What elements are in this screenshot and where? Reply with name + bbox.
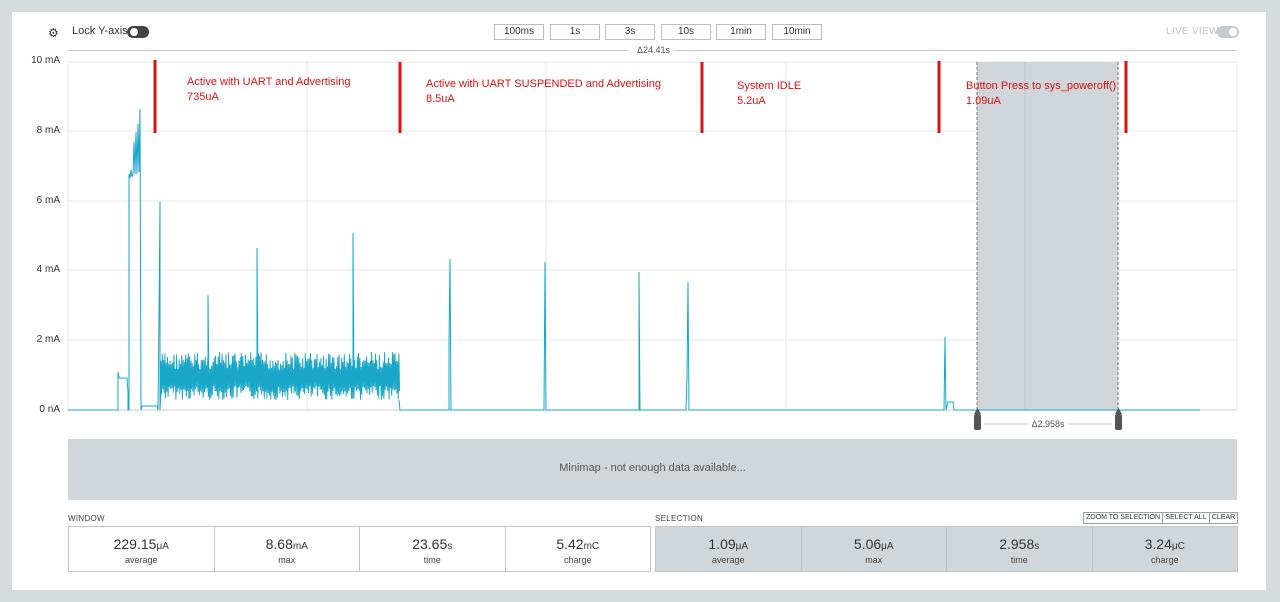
annotation-uart-suspended: Active with UART SUSPENDED and Advertisi… [426, 77, 661, 107]
window-stat-time: 23.65s time [360, 527, 506, 571]
lock-y-axis-toggle[interactable] [127, 26, 149, 38]
stat-caption: time [423, 555, 441, 565]
time-button-1min[interactable]: 1min [716, 24, 766, 40]
stat-value: 229.15 [113, 536, 157, 552]
time-button-10s[interactable]: 10s [661, 24, 711, 40]
stat-unit: μA [735, 541, 749, 552]
annotation-title: Active with UART and Advertising [187, 76, 351, 88]
annotation-value: 8.5uA [426, 93, 455, 105]
stat-caption: max [278, 555, 296, 565]
current-trace-tail [398, 258, 1200, 411]
stat-value: 5.06 [853, 536, 882, 552]
window-stat-max: 8.68mA max [215, 527, 360, 571]
stat-caption: max [865, 555, 883, 565]
y-tick-label: 4 mA [36, 264, 60, 275]
minimap[interactable]: Minimap - not enough data available... [68, 439, 1237, 500]
selection-handle-right [1115, 408, 1122, 430]
window-stats: 229.15μA average 8.68mA max 23.65s time … [68, 526, 651, 572]
selection-region [977, 62, 1118, 410]
stat-unit: μA [156, 541, 169, 552]
annotation-value: 735uA [187, 91, 219, 103]
zoom-to-selection-button[interactable]: ZOOM TO SELECTION [1083, 512, 1163, 524]
live-view-label: LIVE VIEW [1166, 26, 1219, 37]
current-trace [68, 108, 161, 411]
stat-value: 23.65 [412, 536, 448, 552]
selection-stats: 1.09μA average 5.06μA max 2.958s time 3.… [655, 526, 1238, 572]
toggle-knob [130, 28, 138, 36]
clear-button[interactable]: CLEAR [1209, 512, 1238, 524]
stat-unit: mA [292, 541, 308, 552]
annotation-value: 5.2uA [737, 95, 766, 107]
annotation-value: 1.09uA [966, 95, 1001, 107]
time-button-1s[interactable]: 1s [550, 24, 600, 40]
selection-delta: Δ2.958s [1031, 419, 1065, 429]
stat-value: 5.42 [556, 536, 584, 552]
uart-advertising-burst [159, 232, 400, 411]
stat-unit: s [447, 541, 453, 552]
minimap-message: Minimap - not enough data available... [559, 462, 746, 474]
selection-handle-left [974, 408, 981, 430]
stat-caption: charge [563, 555, 592, 565]
stat-caption: charge [1150, 555, 1179, 565]
window-label: WINDOW [68, 514, 105, 523]
selection-stat-time: 2.958s time [947, 527, 1093, 571]
time-button-100ms[interactable]: 100ms [494, 24, 544, 40]
live-view-toggle[interactable] [1217, 26, 1239, 38]
stat-value: 3.24 [1144, 536, 1172, 552]
y-tick-label: 6 mA [36, 195, 60, 206]
window-span-line-right [674, 50, 1237, 51]
stat-caption: average [124, 555, 158, 565]
annotation-title: System IDLE [737, 80, 802, 92]
annotation-poweroff: Button Press to sys_poweroff() 1.09uA [966, 79, 1116, 109]
stat-unit: μC [1171, 541, 1185, 552]
time-button-3s[interactable]: 3s [605, 24, 655, 40]
lock-y-axis-label: Lock Y-axis [72, 25, 128, 37]
selection-stat-average: 1.09μA average [656, 527, 802, 571]
stat-value: 8.68 [265, 536, 293, 552]
stat-unit: μA [881, 541, 894, 552]
time-button-10min[interactable]: 10min [772, 24, 822, 40]
selection-stat-max: 5.06μA max [802, 527, 947, 571]
window-span-line-left [68, 50, 628, 51]
chart-toolbar: ⚙ Lock Y-axis 100ms 1s 3s 10s 1min 10min… [12, 12, 1266, 52]
y-tick-label: 8 mA [36, 125, 60, 136]
selection-stat-charge: 3.24μC charge [1093, 527, 1238, 571]
gear-icon[interactable]: ⚙ [48, 26, 59, 40]
y-tick-label: 0 nA [39, 404, 60, 415]
stat-caption: average [711, 555, 745, 565]
current-chart[interactable]: Δ2.958s [12, 52, 1266, 437]
y-tick-label: 10 mA [31, 55, 60, 66]
selection-label: SELECTION [655, 514, 704, 523]
stat-unit: s [1034, 541, 1040, 552]
power-profiler-panel: ⚙ Lock Y-axis 100ms 1s 3s 10s 1min 10min… [12, 12, 1266, 590]
annotation-uart-advertising: Active with UART and Advertising 735uA [187, 75, 350, 105]
select-all-button[interactable]: SELECT ALL [1162, 512, 1210, 524]
y-tick-label: 2 mA [36, 334, 60, 345]
window-stat-average: 229.15μA average [69, 527, 215, 571]
annotation-title: Button Press to sys_poweroff() [966, 80, 1117, 92]
annotation-title: Active with UART SUSPENDED and Advertisi… [426, 78, 661, 90]
stat-value: 1.09 [708, 536, 736, 552]
stat-unit: mC [583, 541, 600, 552]
stat-caption: time [1010, 555, 1028, 565]
annotation-system-idle: System IDLE 5.2uA [737, 79, 801, 109]
stat-value: 2.958 [999, 536, 1035, 552]
window-delta: Δ24.41s [637, 45, 671, 55]
window-stat-charge: 5.42mC charge [506, 527, 651, 571]
toggle-knob [1229, 28, 1237, 36]
